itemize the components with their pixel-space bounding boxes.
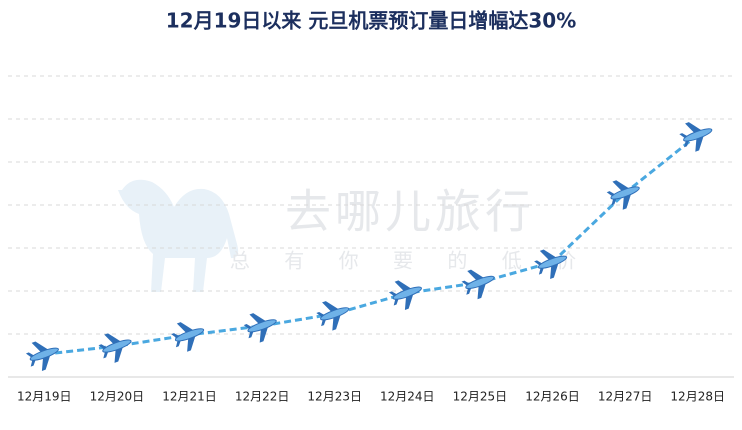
chart-title: 12月19日以来 元旦机票预订量日增幅达30% xyxy=(166,9,577,33)
plane-wing xyxy=(31,341,51,372)
x-tick-label: 12月19日 xyxy=(17,390,72,404)
plane-wing xyxy=(104,333,124,363)
point-plane xyxy=(606,180,640,210)
watermark-slogan: 总 有 你 要 的 低 价 xyxy=(230,249,590,273)
plane-body xyxy=(465,275,495,289)
point-plane xyxy=(243,313,277,343)
x-tick-label: 12月27日 xyxy=(598,390,653,404)
x-tick-label: 12月24日 xyxy=(380,390,435,404)
plane-wing xyxy=(249,313,269,343)
plane-body xyxy=(537,255,568,269)
point-plane xyxy=(461,269,495,300)
plane-wing xyxy=(394,280,414,310)
plane-wing xyxy=(612,180,632,210)
plane-wing xyxy=(322,301,342,331)
point-plane xyxy=(25,341,59,372)
x-tick-label: 12月28日 xyxy=(670,390,725,404)
x-tick-label: 12月25日 xyxy=(453,390,508,404)
plane-body xyxy=(102,339,132,353)
x-tick-label: 12月21日 xyxy=(162,390,217,404)
plane-wing xyxy=(467,269,487,300)
plane-body xyxy=(247,319,277,333)
plane-body xyxy=(610,186,640,200)
plane-body xyxy=(320,307,350,321)
point-plane xyxy=(171,322,205,352)
plane-body xyxy=(174,328,205,342)
plane-wing xyxy=(685,122,705,152)
x-tick-label: 12月22日 xyxy=(235,390,290,404)
x-tick-label: 12月20日 xyxy=(90,390,145,404)
plane-wing xyxy=(176,322,196,352)
point-plane xyxy=(316,301,350,331)
plane-body xyxy=(392,286,422,300)
point-plane xyxy=(679,122,713,152)
plane-body xyxy=(683,128,713,142)
plane-wing xyxy=(539,249,559,280)
plane-body xyxy=(29,347,59,361)
line xyxy=(44,133,699,356)
watermark-logo xyxy=(118,179,239,292)
x-tick-label: 12月26日 xyxy=(525,390,580,404)
point-plane xyxy=(98,333,132,363)
point-plane xyxy=(388,280,422,310)
watermark: 去哪儿旅行 xyxy=(285,185,535,239)
x-tick-label: 12月23日 xyxy=(307,390,362,404)
point-plane xyxy=(534,249,568,280)
